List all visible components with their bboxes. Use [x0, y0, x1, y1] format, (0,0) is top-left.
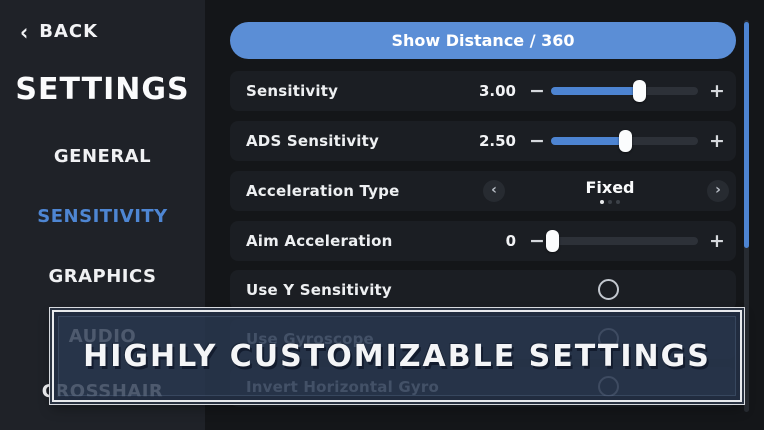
decrease-button[interactable]: − — [524, 71, 550, 111]
scrollbar-track[interactable] — [744, 20, 749, 412]
setting-label: Use Y Sensitivity — [246, 281, 392, 299]
promo-banner: HIGHLY CUSTOMIZABLE SETTINGS — [52, 310, 742, 402]
increase-button[interactable]: + — [704, 221, 730, 261]
setting-row-use-y-sensitivity: Use Y Sensitivity — [230, 270, 736, 310]
setting-value: 0 — [505, 232, 516, 250]
back-label: BACK — [39, 21, 99, 42]
dot-active — [600, 200, 604, 204]
dot — [616, 200, 620, 204]
acceleration-type-value: Fixed — [585, 178, 635, 197]
setting-value: 2.50 — [478, 132, 516, 150]
back-button[interactable]: ‹ BACK — [20, 17, 99, 46]
next-option-button[interactable]: › — [707, 180, 729, 202]
setting-row-aim-acceleration: Aim Acceleration 0 − + — [230, 221, 736, 261]
setting-label: Sensitivity — [246, 82, 339, 100]
use-y-sensitivity-toggle[interactable] — [598, 279, 619, 300]
increase-button[interactable]: + — [704, 121, 730, 161]
show-distance-button[interactable]: Show Distance / 360 — [230, 22, 736, 59]
sidebar-item-sensitivity[interactable]: SENSITIVITY — [37, 206, 168, 227]
slider-fill — [551, 80, 647, 102]
dot — [608, 200, 612, 204]
slider-fill — [546, 230, 560, 252]
setting-row-ads-sensitivity: ADS Sensitivity 2.50 − + — [230, 121, 736, 161]
option-dots — [520, 200, 700, 204]
setting-row-sensitivity: Sensitivity 3.00 − + — [230, 71, 736, 111]
setting-label: Aim Acceleration — [246, 232, 393, 250]
setting-label: Acceleration Type — [246, 182, 400, 200]
decrease-button[interactable]: − — [524, 121, 550, 161]
sensitivity-slider[interactable] — [551, 80, 698, 102]
sidebar-item-general[interactable]: GENERAL — [53, 146, 152, 167]
slider-fill — [551, 130, 632, 152]
slider-thumb[interactable] — [618, 130, 632, 152]
aim-acceleration-slider[interactable] — [546, 230, 698, 252]
back-chevron-icon: ‹ — [20, 17, 29, 46]
sidebar-item-graphics[interactable]: GRAPHICS — [48, 266, 157, 287]
page-title: SETTINGS — [15, 72, 190, 107]
decrease-button[interactable]: − — [524, 221, 550, 261]
setting-value: 3.00 — [478, 82, 516, 100]
slider-thumb[interactable] — [633, 80, 647, 102]
scrollbar-thumb[interactable] — [744, 22, 749, 248]
prev-option-button[interactable]: ‹ — [483, 180, 505, 202]
ads-sensitivity-slider[interactable] — [551, 130, 698, 152]
promo-banner-text: HIGHLY CUSTOMIZABLE SETTINGS — [83, 338, 711, 374]
setting-label: ADS Sensitivity — [246, 132, 379, 150]
setting-row-acceleration-type: Acceleration Type ‹ Fixed › — [230, 171, 736, 211]
slider-thumb[interactable] — [546, 230, 560, 252]
increase-button[interactable]: + — [704, 71, 730, 111]
